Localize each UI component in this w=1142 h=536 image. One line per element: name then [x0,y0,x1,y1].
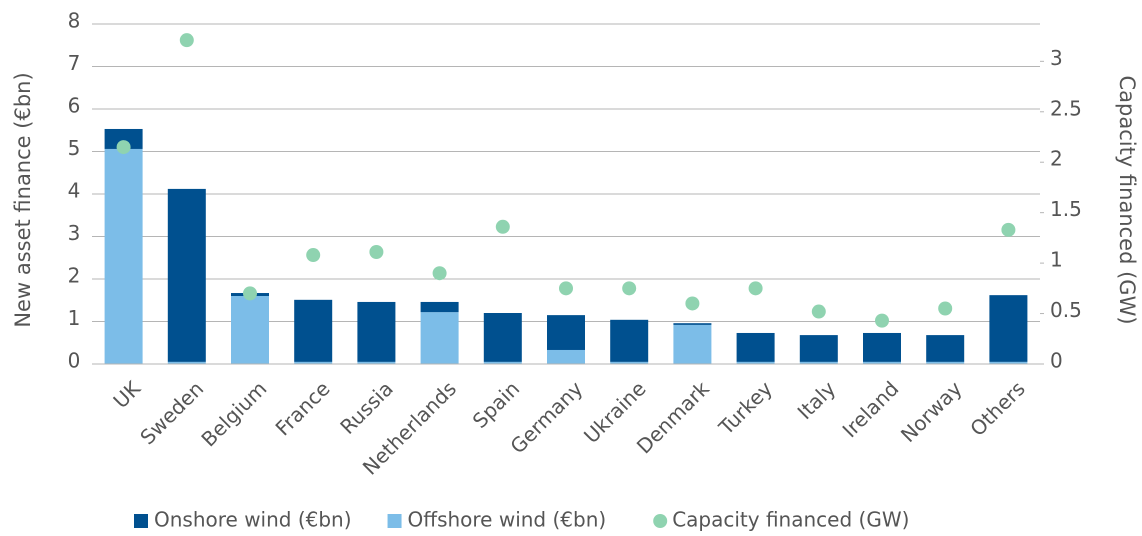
y2-tick-label: 0 [1050,349,1063,373]
bar [483,313,522,362]
y-tick-label: 3 [68,221,81,245]
bar [863,361,901,364]
bar [799,335,838,362]
bar [104,148,143,364]
bar [104,128,143,149]
capacity-dot [938,301,953,316]
x-tick-label: Turkey [713,376,777,440]
bar [357,361,396,364]
bar [673,323,712,325]
bar [610,361,649,364]
bar [420,312,459,364]
capacity-dot [748,281,763,296]
bar [294,299,333,362]
bar [547,349,585,364]
capacity-dot [116,140,131,155]
bar [294,361,333,364]
bar [610,319,649,362]
bar [167,188,206,362]
legend-swatch [134,514,148,528]
y2-tick-label: 2.5 [1050,96,1082,120]
x-tick-label: Sweden [135,376,208,449]
x-tick-label: UK [108,376,145,413]
legend-label: Offshore wind (€bn) [408,508,607,532]
legend-swatch [387,514,402,528]
x-tick-label: Norway [896,376,967,447]
bar [547,315,585,350]
y-tick-label: 7 [68,51,81,75]
x-tick-label: France [271,376,335,440]
legend-label: Onshore wind (€bn) [154,508,352,532]
bar [483,361,522,364]
x-tick-label: Italy [793,376,841,424]
y-tick-label: 0 [68,349,81,373]
capacity-dot [306,248,321,263]
capacity-dot [559,281,573,296]
x-tick-label: Belgium [196,376,271,451]
capacity-dot [811,304,826,319]
y2-tick-label: 2 [1050,147,1063,171]
legend-label: Capacity financed (GW) [672,508,909,532]
y-tick-label: 8 [68,9,81,33]
bar [863,332,901,362]
x-tick-label: Ireland [838,376,904,442]
x-tick-label: Others [965,376,1030,441]
bar [736,332,775,362]
y-tick-label: 2 [68,264,81,288]
capacity-dot [622,281,637,296]
bar [420,301,459,313]
capacity-dot [432,266,447,281]
y2-tick-label: 1.5 [1050,197,1082,221]
x-tick-label: Russia [335,376,397,438]
capacity-dot [1001,222,1016,237]
bar [357,301,396,362]
y2-tick-label: 3 [1050,46,1063,70]
capacity-dot [243,286,257,301]
bar [989,361,1028,364]
y-axis-title: New asset finance (€bn) [11,72,35,327]
capacity-dot [369,245,384,260]
y2-tick-label: 1 [1050,248,1063,272]
y-tick-label: 5 [68,136,81,160]
legend-swatch [653,514,668,528]
y-tick-label: 6 [68,94,81,118]
bar [799,361,838,364]
capacity-dot [495,219,510,234]
bar [167,361,206,364]
capacity-dot [875,313,889,328]
bar [926,335,965,362]
bar [231,296,269,364]
x-tick-label: Spain [468,376,524,432]
y-tick-label: 1 [68,306,81,330]
bar [989,295,1028,362]
bar [926,361,965,364]
capacity-dot [685,296,700,311]
bar [736,361,775,364]
y2-tick-label: 0.5 [1050,298,1082,322]
capacity-dot [179,33,194,48]
y-tick-label: 4 [68,179,81,203]
y2-axis-title: Capacity financed (GW) [1115,75,1139,324]
bar [673,324,712,364]
